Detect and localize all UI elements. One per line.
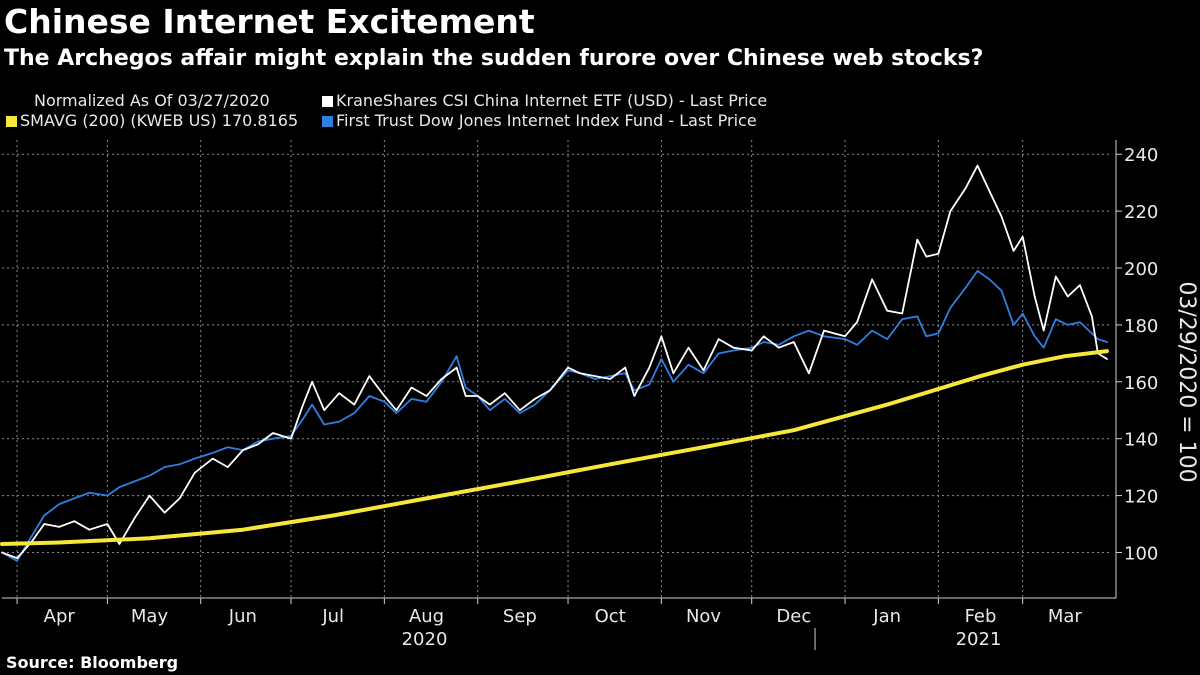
x-tick-label: Mar — [1048, 606, 1083, 627]
series-line-sma — [0, 349, 1109, 546]
legend-sma-swatch — [6, 116, 17, 127]
legend-sma: SMAVG (200) (KWEB US) 170.8165 — [6, 111, 298, 131]
legend-fdn-swatch — [322, 116, 333, 127]
x-tick-label: Jan — [872, 606, 901, 627]
x-tick-label: Sep — [503, 606, 537, 627]
year-label: 2021 — [956, 629, 1002, 650]
y-tick-label: 200 — [1124, 259, 1158, 280]
x-tick-label: Nov — [686, 606, 721, 627]
legend-kweb-label: KraneShares CSI China Internet ETF (USD)… — [336, 91, 768, 110]
series-lines — [0, 164, 1109, 562]
x-tick-label: Apr — [44, 606, 76, 627]
year-label: 2020 — [402, 629, 448, 650]
axes: 100 120 140 160 180 200 220 240 Apr May Jun Jul Aug S… — [2, 140, 1158, 650]
x-tick-label: Aug — [409, 606, 444, 627]
y-tick-label: 160 — [1124, 373, 1158, 394]
y-axis-label: 03/29/2020 = 100 — [1174, 281, 1199, 482]
series-line-fdn — [1, 270, 1108, 562]
y-tick-label: 140 — [1124, 430, 1158, 451]
chart-title: Chinese Internet Excitement — [4, 2, 535, 41]
legend-fdn: First Trust Dow Jones Internet Index Fun… — [322, 111, 757, 131]
chart-subtitle: The Archegos affair might explain the su… — [4, 46, 984, 71]
legend-kweb-swatch — [322, 96, 333, 107]
legend-kweb: KraneShares CSI China Internet ETF (USD)… — [322, 91, 767, 111]
legend-normalized-note: Normalized As Of 03/27/2020 — [34, 91, 270, 111]
source-note: Source: Bloomberg — [6, 653, 179, 672]
y-tick-label: 240 — [1124, 145, 1158, 166]
legend-normalized-label: Normalized As Of 03/27/2020 — [34, 91, 270, 110]
x-tick-label: Jul — [321, 606, 344, 627]
x-tick-label: Dec — [776, 606, 811, 627]
legend-fdn-label: First Trust Dow Jones Internet Index Fun… — [336, 111, 757, 130]
y-tick-label: 220 — [1124, 202, 1158, 223]
x-tick-label: Oct — [595, 606, 626, 627]
series-line-kweb — [1, 164, 1108, 560]
x-tick-label: Jun — [228, 606, 257, 627]
y-tick-label: 180 — [1124, 316, 1158, 337]
y-tick-label: 120 — [1124, 487, 1158, 508]
legend-sma-label: SMAVG (200) (KWEB US) 170.8165 — [20, 111, 299, 130]
gridlines — [2, 140, 1112, 598]
x-tick-label: May — [131, 606, 169, 627]
y-tick-label: 100 — [1124, 543, 1158, 564]
x-tick-label: Feb — [965, 606, 997, 627]
